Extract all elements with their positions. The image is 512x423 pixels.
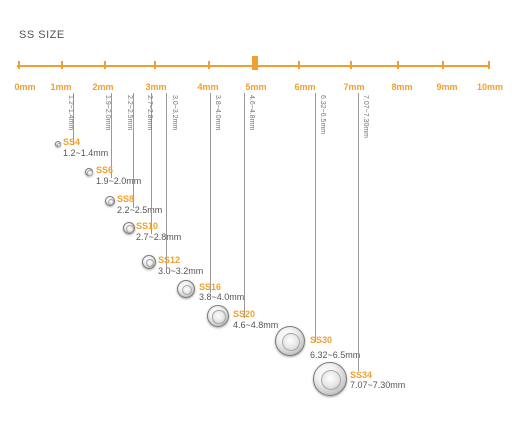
ss4-guide-line	[73, 93, 74, 145]
ss34-vertical-size: 7.07~7.30mm	[362, 95, 369, 138]
ss8-size: 2.2~2.5mm	[117, 205, 163, 215]
scale-label: 10mm	[476, 82, 504, 92]
scale-label: 3mm	[145, 82, 167, 92]
ss34-name: SS34	[350, 370, 373, 380]
scale-tick	[154, 61, 156, 69]
ss10-rhinestone-icon	[123, 222, 135, 234]
ss16-vertical-size: 3.8~4.0mm	[214, 95, 221, 131]
scale-tick	[61, 61, 63, 69]
ss4-name: SS4	[63, 137, 81, 147]
ss8-vertical-size: 2.2~2.5mm	[126, 95, 133, 131]
ss30-guide-line	[315, 93, 316, 342]
ss34-guide-line	[358, 93, 359, 371]
scale-tick	[350, 61, 352, 69]
ss8-name: SS8	[117, 194, 135, 204]
ss30-rhinestone-icon	[275, 326, 305, 356]
ss34-rhinestone-icon	[313, 362, 347, 396]
ss6-rhinestone-icon	[85, 168, 93, 176]
ss30-size: 6.32~6.5mm	[310, 350, 361, 360]
ss10-guide-line	[151, 93, 152, 234]
scale-tick	[252, 56, 258, 70]
ss12-vertical-size: 3.0~3.2mm	[171, 95, 178, 131]
chart-title: SS SIZE	[19, 29, 65, 41]
ss16-rhinestone-icon	[177, 280, 195, 298]
ss4-rhinestone-icon	[55, 141, 62, 148]
ss34-size: 7.07~7.30mm	[350, 380, 406, 390]
ss12-rhinestone-icon	[142, 255, 156, 269]
scale-label: 7mm	[343, 82, 365, 92]
ss30-name: SS30	[310, 335, 333, 345]
scale-tick	[104, 61, 106, 69]
ss6-guide-line	[111, 93, 112, 178]
ss30-vertical-size: 6.32~6.5mm	[319, 95, 326, 135]
ss16-guide-line	[210, 93, 211, 293]
scale-label: 9mm	[436, 82, 458, 92]
scale-tick	[442, 61, 444, 69]
scale-label: 5mm	[245, 82, 267, 92]
ss20-name: SS20	[233, 309, 256, 319]
ss12-size: 3.0~3.2mm	[158, 266, 204, 276]
ss6-size: 1.9~2.0mm	[96, 176, 142, 186]
ss12-guide-line	[166, 93, 167, 268]
ss16-name: SS16	[199, 282, 222, 292]
ss6-name: SS6	[96, 165, 114, 175]
ss12-name: SS12	[158, 255, 181, 265]
ss8-rhinestone-icon	[105, 196, 115, 206]
ss8-guide-line	[133, 93, 134, 208]
ss4-size: 1.2~1.4mm	[63, 148, 109, 158]
ss20-rhinestone-icon	[207, 305, 229, 327]
ss10-name: SS10	[136, 221, 159, 231]
scale-tick	[298, 61, 300, 69]
scale-label: 2mm	[92, 82, 114, 92]
ss10-vertical-size: 2.7~2.8mm	[146, 95, 153, 131]
scale-tick	[18, 61, 20, 69]
ss16-size: 3.8~4.0mm	[199, 292, 245, 302]
scale-tick	[208, 61, 210, 69]
scale-label: 4mm	[197, 82, 219, 92]
scale-tick	[488, 61, 490, 69]
ss10-size: 2.7~2.8mm	[136, 232, 182, 242]
scale-label: 1mm	[50, 82, 72, 92]
ss6-vertical-size: 1.9~2.0mm	[104, 95, 111, 131]
scale-label: 8mm	[391, 82, 413, 92]
ss20-guide-line	[244, 93, 245, 318]
ss20-vertical-size: 4.6~4.8mm	[248, 95, 255, 131]
scale-tick	[397, 61, 399, 69]
scale-label: 0mm	[14, 82, 36, 92]
ss4-vertical-size: 1.2~1.4mm	[67, 95, 74, 131]
ss20-size: 4.6~4.8mm	[233, 320, 279, 330]
scale-label: 6mm	[294, 82, 316, 92]
